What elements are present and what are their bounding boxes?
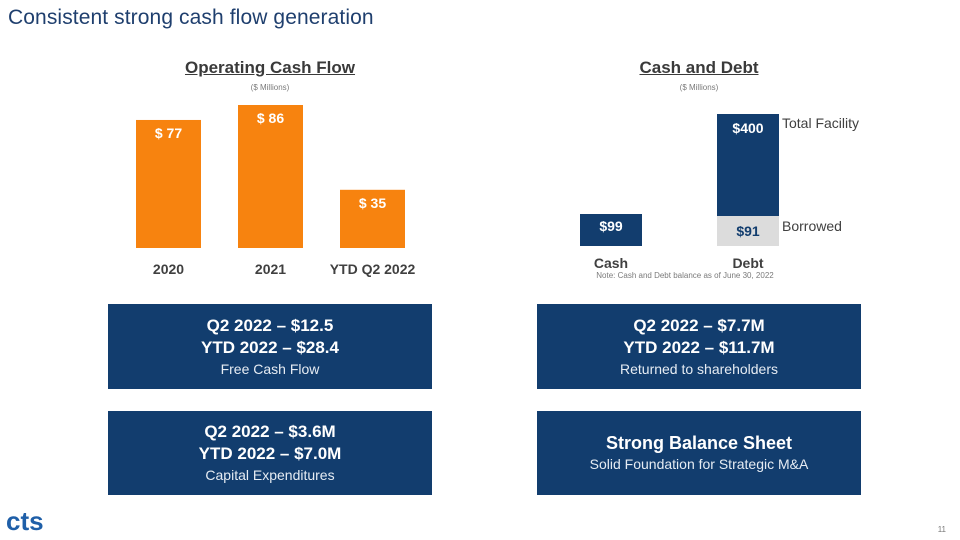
chart-title-cash-debt: Cash and Debt <box>639 58 759 77</box>
page-title: Consistent strong cash flow generation <box>8 6 374 29</box>
box-caption: Capital Expenditures <box>205 467 335 483</box>
borrowed-label: Borrowed <box>782 218 842 234</box>
data-label: $400 <box>732 120 763 136</box>
total-facility-label: Total Facility <box>782 115 860 131</box>
free-cash-flow-box: Q2 2022 – $12.5 YTD 2022 – $28.4 Free Ca… <box>108 304 432 389</box>
box-caption: Returned to shareholders <box>620 360 778 377</box>
x-tick-label: Debt <box>732 255 763 271</box>
data-label: $91 <box>736 223 760 239</box>
x-tick-label: YTD Q2 2022 <box>330 261 416 277</box>
box-line-1: Q2 2022 – $12.5 <box>206 315 334 335</box>
bar-ocf-2020 <box>136 119 201 248</box>
x-tick-label: 2020 <box>153 261 184 277</box>
bar-debt-total-facility <box>717 114 779 216</box>
page-number: 11 <box>937 525 946 534</box>
chart-subtitle-ocf: ($ Millions) <box>250 83 290 92</box>
box-line-1: Q2 2022 – $3.6M <box>204 422 336 441</box>
data-label: $ 86 <box>257 110 284 126</box>
box-caption: Solid Foundation for Strategic M&A <box>589 456 809 472</box>
box-caption: Free Cash Flow <box>220 360 320 377</box>
bar-ocf-ytd-q2-2022 <box>340 189 405 248</box>
x-tick-label: Cash <box>594 255 628 271</box>
box-line-2: YTD 2022 – $28.4 <box>201 337 339 357</box>
bar-ocf-2021 <box>238 105 303 248</box>
chart-subtitle-cash-debt: ($ Millions) <box>679 83 719 92</box>
logo-text: cts <box>6 506 44 536</box>
x-tick-label: 2021 <box>255 261 286 277</box>
data-label: $ 35 <box>359 195 386 211</box>
data-label: $ 77 <box>155 125 182 141</box>
shareholder-returns-box: Q2 2022 – $7.7M YTD 2022 – $11.7M Return… <box>537 304 861 389</box>
bar-cash <box>580 214 642 246</box>
chart-note: Note: Cash and Debt balance as of June 3… <box>596 271 774 280</box>
balance-sheet-box: Strong Balance Sheet Solid Foundation fo… <box>537 411 861 495</box>
box-line-1: Q2 2022 – $7.7M <box>633 315 765 335</box>
box-line-2: YTD 2022 – $7.0M <box>198 444 342 463</box>
capex-box: Q2 2022 – $3.6M YTD 2022 – $7.0M Capital… <box>108 411 432 495</box>
box-line-1: Strong Balance Sheet <box>605 433 793 453</box>
box-line-2: YTD 2022 – $11.7M <box>623 337 775 357</box>
data-label: $99 <box>599 218 623 234</box>
bar-debt-borrowed <box>717 216 779 246</box>
chart-title-ocf: Operating Cash Flow <box>184 58 356 77</box>
cts-logo: cts <box>6 506 44 536</box>
